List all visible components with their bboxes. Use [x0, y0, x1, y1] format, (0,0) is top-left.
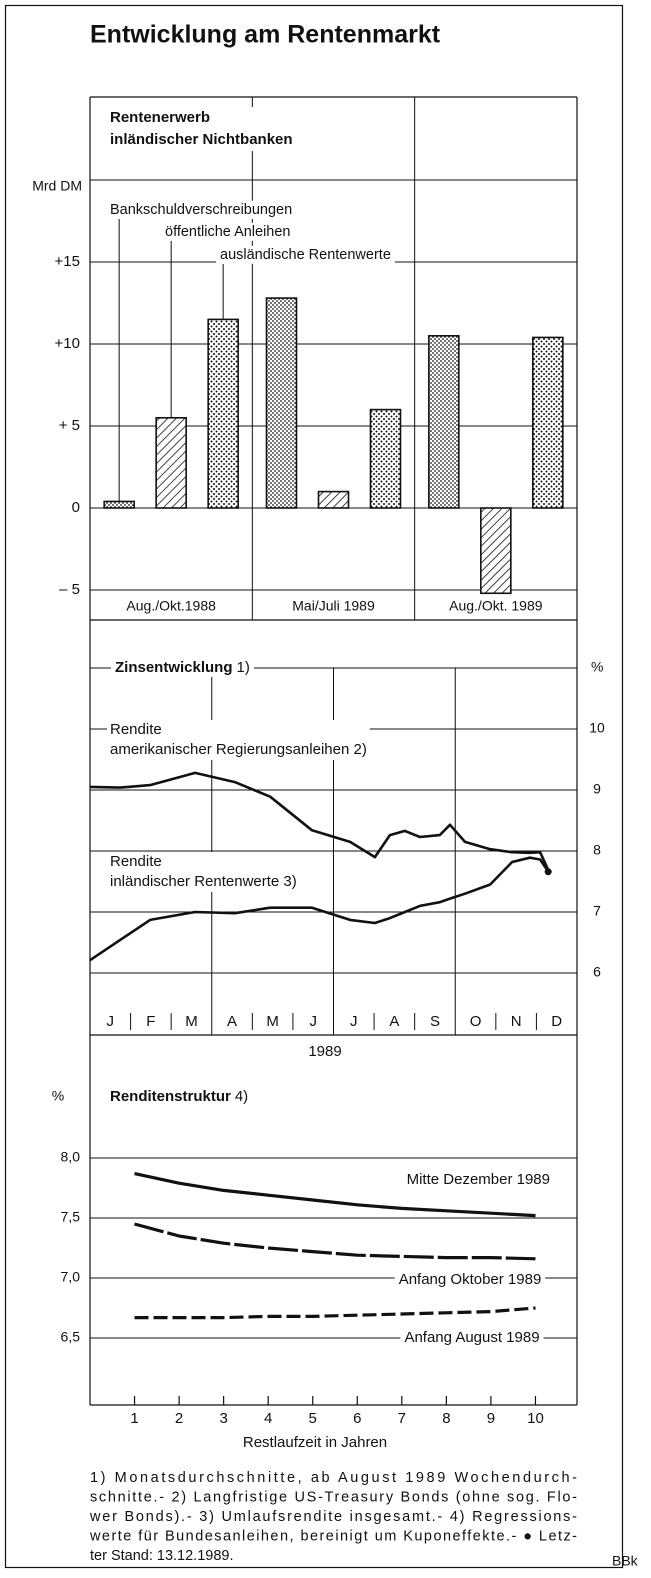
x-tick-label: O: [470, 1013, 482, 1030]
label-gap: [106, 200, 297, 219]
y-tick-label: 8,0: [61, 1149, 81, 1165]
label-gap: [216, 245, 395, 264]
x-tick-label: J: [107, 1013, 115, 1030]
x-tick-label: A: [389, 1013, 399, 1030]
series-label: Mitte Dezember 1989: [407, 1171, 550, 1188]
y-tick-label: 10: [589, 720, 605, 736]
y-axis-label: Mrd DM: [32, 178, 82, 194]
footnote: schnitte.- 2) Langfristige US-Treasury B…: [90, 1489, 577, 1505]
bar: [155, 416, 187, 509]
y-tick-label: 8: [593, 842, 601, 858]
chart-title: Renditenstruktur 4): [110, 1088, 248, 1105]
x-tick-label: 7: [398, 1410, 406, 1427]
y-tick-label: 0: [72, 499, 80, 516]
bar: [428, 334, 460, 509]
x-tick-label: 1: [130, 1410, 138, 1427]
x-tick-label: A: [227, 1013, 237, 1030]
y-axis-label: %: [52, 1088, 64, 1104]
series-label: Rendite amerikanischer Regierungsanleihe…: [107, 720, 370, 760]
x-tick-label: M: [185, 1013, 198, 1030]
series-label: öffentliche Anleihen: [165, 224, 291, 240]
series-line: [134, 1222, 536, 1261]
x-tick-label: 9: [487, 1410, 495, 1427]
x-tick-label: 6: [353, 1410, 361, 1427]
series-line: [89, 771, 550, 871]
y-tick-label: 7,0: [61, 1269, 81, 1285]
x-tick-label: S: [430, 1013, 440, 1030]
footnote: ter Stand: 13.12.1989.: [90, 1548, 234, 1564]
chart-title-main: Zinsentwicklung: [115, 659, 233, 676]
x-tick-label: M: [266, 1013, 279, 1030]
x-tick-label: 2: [175, 1410, 183, 1427]
x-tick-label: J: [350, 1013, 358, 1030]
bar: [317, 490, 350, 509]
y-tick-label: 7: [593, 903, 601, 919]
chart-title: Zinsentwicklung 1): [115, 659, 250, 676]
x-tick-label: Mai/Juli 1989: [292, 598, 375, 614]
x-tick-label: F: [146, 1013, 155, 1030]
x-axis-label: 1989: [308, 1043, 341, 1060]
bar: [207, 318, 239, 509]
x-tick-label: Aug./Okt. 1989: [449, 598, 543, 614]
y-tick-label: 7,5: [61, 1209, 81, 1225]
y-tick-label: +15: [55, 253, 80, 270]
series-label: Anfang August 1989: [404, 1329, 539, 1346]
bar: [103, 500, 135, 509]
source: BBk: [612, 1553, 639, 1569]
bar: [369, 408, 402, 509]
series-label: Rendite inländischer Rentenwerte 3): [107, 852, 300, 892]
y-tick-label: 6,5: [61, 1329, 81, 1345]
x-tick-label: Aug./Okt.1988: [126, 598, 216, 614]
series-label: ausländische Rentenwerte: [220, 247, 391, 263]
x-tick-label: 3: [219, 1410, 227, 1427]
label-gap: [394, 1269, 546, 1289]
label-gap: [111, 657, 254, 677]
x-axis-label: Restlaufzeit in Jahren: [243, 1434, 387, 1451]
page-title: Entwicklung am Rentenmarkt: [90, 21, 441, 49]
series-line: [134, 1172, 536, 1218]
series-label: Bankschuldverschreibungen: [110, 202, 292, 218]
chart-title-note: 1): [237, 659, 250, 676]
x-tick-label: 4: [264, 1410, 272, 1427]
x-tick-label: 10: [527, 1410, 544, 1427]
label-gap: [400, 1327, 544, 1347]
bar: [532, 336, 564, 509]
y-tick-label: 6: [593, 964, 601, 980]
x-tick-label: 5: [309, 1410, 317, 1427]
y-tick-label: + 5: [59, 417, 80, 434]
frame: [4, 4, 624, 1569]
y-tick-label: – 5: [59, 581, 80, 598]
series-line: [134, 1306, 536, 1320]
chart-title: Rentenerwerb inländischer Nichtbanken: [107, 107, 296, 151]
chart-title-note: 4): [235, 1088, 248, 1105]
bar: [265, 297, 298, 509]
last-point: [544, 868, 552, 876]
bar: [480, 507, 512, 595]
series-line: [89, 856, 550, 962]
footnote: werte für Bundesanleihen, bereinigt um K…: [89, 1528, 577, 1544]
footnote: wer Bonds).- 3) Umlaufsrendite insgesamt…: [89, 1509, 577, 1525]
x-tick-label: D: [551, 1013, 562, 1030]
y-tick-label: 9: [593, 781, 601, 797]
y-axis-label: %: [591, 659, 603, 675]
x-tick-label: N: [511, 1013, 522, 1030]
series-label: Anfang Oktober 1989: [399, 1271, 542, 1288]
footnote: 1) Monatsdurchschnitte, ab August 1989 W…: [90, 1470, 577, 1486]
chart-title-main: Renditenstruktur: [110, 1088, 231, 1105]
label-gap: [161, 222, 295, 241]
x-tick-label: 8: [442, 1410, 450, 1427]
x-tick-label: J: [309, 1013, 317, 1030]
y-tick-label: +10: [55, 335, 80, 352]
